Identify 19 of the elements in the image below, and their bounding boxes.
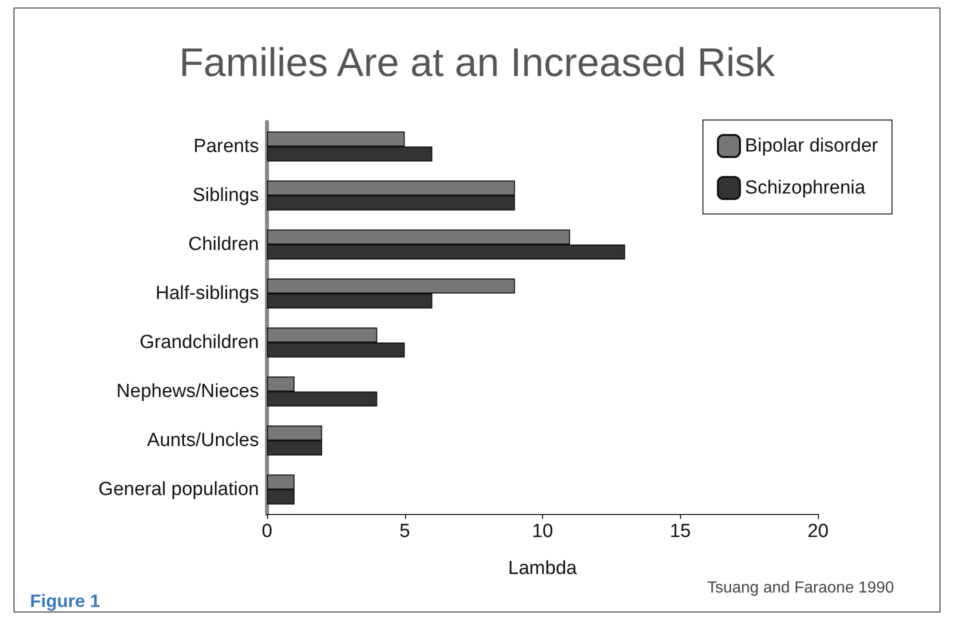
x-axis-title: Lambda (508, 558, 578, 579)
y-tick-label: Children (188, 234, 259, 255)
x-tick-label: 10 (532, 521, 554, 542)
y-tick-label: Grandchildren (140, 332, 259, 353)
text: Tsuang and Faraone 1990 (707, 580, 894, 596)
x-tick-label: 15 (670, 521, 691, 542)
y-tick-label: Parents (194, 136, 259, 157)
y-tick-label: Nephews/Nieces (116, 381, 259, 402)
caption: Figure 1 (30, 591, 100, 611)
legend-label: Bipolar disorder (744, 136, 879, 156)
y-tick-label: Aunts/Uncles (147, 430, 259, 451)
y-tick-label: Half-siblings (156, 283, 259, 304)
y-tick-label: General population (98, 479, 259, 500)
x-tick-label: 20 (807, 521, 829, 542)
chart-title: Families Are at an Increased Risk (179, 41, 776, 85)
x-tick-label: 0 (262, 521, 272, 542)
x-tick-label: 5 (399, 521, 410, 542)
legend-label: Schizophrenia (744, 178, 866, 198)
y-tick-label: Siblings (192, 185, 259, 206)
